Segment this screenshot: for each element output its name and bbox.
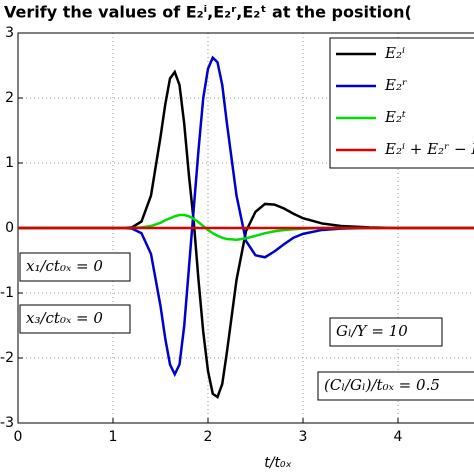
y-tick-label: 1: [5, 155, 14, 171]
y-tick-label: 3: [5, 25, 14, 41]
series-line: [18, 55, 474, 378]
y-tick-label: -3: [0, 415, 14, 431]
annotation: Gₗ/Y = 10: [336, 322, 408, 340]
annotation: x₁/ct₀ₓ = 0: [26, 257, 103, 275]
x-tick-label: 4: [394, 429, 403, 445]
legend-label: E₂ᵗ: [384, 108, 406, 126]
plot-area: [18, 55, 474, 399]
legend-label: E₂ⁱ + E₂ʳ − E₂ᵗ: [384, 140, 474, 158]
annotation: (Cₗ/Gₗ)/t₀ₓ = 0.5: [324, 376, 440, 394]
x-tick-label: 3: [299, 429, 308, 445]
legend-label: E₂ⁱ: [384, 44, 405, 62]
x-tick-label: 1: [109, 429, 118, 445]
series-line: [18, 69, 474, 399]
x-tick-label: 2: [204, 429, 213, 445]
annotation-box: [19, 304, 131, 334]
legend-label: E₂ʳ: [384, 76, 407, 94]
annotation-box: [19, 252, 131, 282]
annotation-box: [317, 371, 474, 401]
x-axis-label: t/t₀ₓ: [264, 455, 292, 471]
legend-box: [329, 37, 474, 169]
y-tick-label: 2: [5, 90, 14, 106]
y-tick-label: 0: [5, 220, 14, 236]
annotation: x₃/ct₀ₓ = 0: [26, 309, 103, 327]
x-tick-label: 0: [14, 429, 23, 445]
chart-title: Verify the values of E₂ⁱ,E₂ʳ,E₂ᵗ at the …: [4, 3, 412, 22]
y-tick-label: -2: [0, 350, 14, 366]
y-tick-label: -1: [0, 285, 14, 301]
annotation-box: [329, 317, 443, 347]
